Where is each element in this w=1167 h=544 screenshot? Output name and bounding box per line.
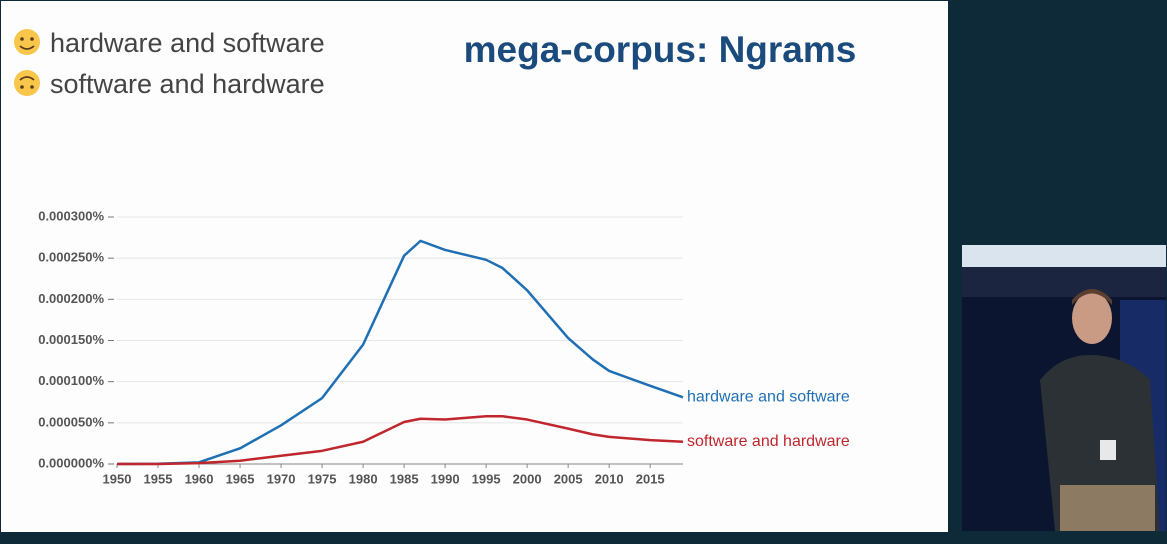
emoji-face [14,70,40,96]
emoji-upside-down [14,70,40,96]
emoji-face [14,29,40,55]
y-tick-label: 0.000000% [38,455,104,470]
y-tick-label: 0.000150% [38,332,104,347]
x-tick-label: 1970 [267,471,296,486]
video-wall [962,267,1166,297]
y-tick-label: 0.000250% [38,250,104,265]
series-line [116,239,684,466]
emoji-eye [20,85,24,89]
x-tick-label: 2015 [636,471,665,486]
x-tick-label: 1980 [349,471,378,486]
y-tick-label: 0.000100% [38,373,104,388]
x-tick-label: 1965 [226,471,255,486]
slide [1,1,948,532]
emoji-mouth [19,76,35,81]
slide-line: hardware and software [50,28,325,58]
slide-line: software and hardware [50,69,325,99]
speaker-legs [1060,485,1155,531]
x-tick-label: 1975 [308,471,337,486]
x-tick-label: 1960 [185,471,214,486]
emoji-eye [30,37,34,41]
x-tick-label: 1990 [431,471,460,486]
x-tick-label: 1950 [103,471,132,486]
emoji-eye [30,85,34,89]
emoji-eye [20,37,24,41]
slide-title: mega-corpus: Ngrams [464,29,857,70]
x-tick-label: 1955 [144,471,173,486]
speaker-video [962,245,1166,531]
series-label: hardware and software [687,389,850,406]
y-tick-label: 0.000050% [38,414,104,429]
x-tick-label: 1985 [390,471,419,486]
series-line [117,415,684,466]
x-tick-label: 1995 [472,471,501,486]
badge [1100,440,1116,460]
speaker-head [1072,292,1112,344]
video-screen [962,245,1166,267]
emoji-smile [14,29,40,55]
speaker-hair [1072,289,1112,305]
x-tick-label: 2010 [595,471,624,486]
x-tick-label: 2005 [554,471,583,486]
x-tick-label: 2000 [513,471,542,486]
y-tick-label: 0.000300% [38,208,104,223]
y-tick-label: 0.000200% [38,291,104,306]
series-label: software and hardware [687,433,850,450]
emoji-mouth [19,45,35,50]
